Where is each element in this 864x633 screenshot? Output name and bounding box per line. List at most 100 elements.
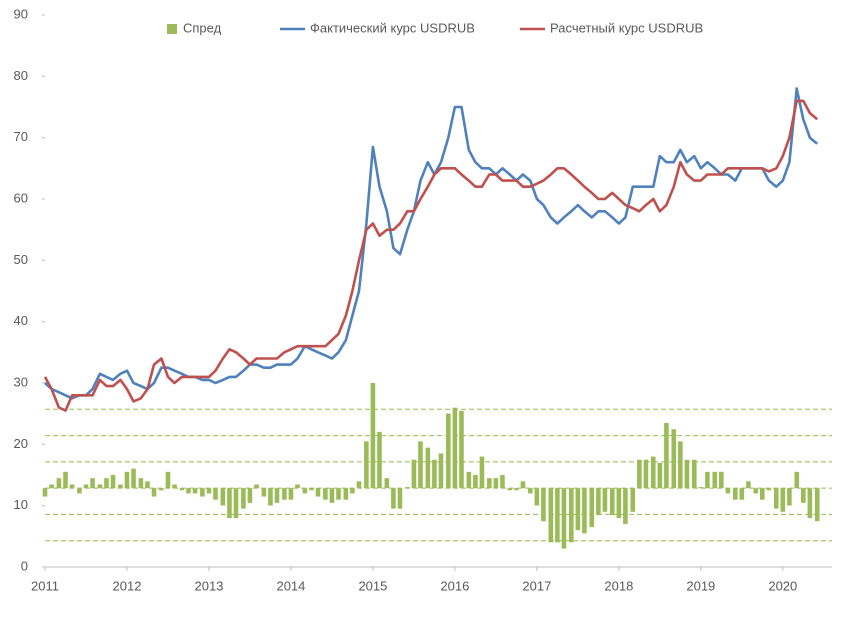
bar [807, 488, 813, 519]
bar [719, 471, 724, 489]
bar [739, 488, 745, 500]
bar [671, 429, 677, 489]
bar [507, 488, 513, 491]
y-tick-label: 30 [14, 374, 28, 389]
bar [309, 488, 314, 491]
bar [425, 447, 431, 489]
legend-label: Расчетный курс USDRUB [550, 20, 703, 35]
bar [732, 488, 738, 500]
bar [725, 488, 731, 494]
bar [582, 488, 587, 534]
bar [664, 422, 669, 489]
bar [213, 488, 218, 500]
bar [438, 453, 444, 489]
bar [575, 488, 581, 531]
legend-label: Фактический курс USDRUB [310, 20, 475, 35]
bar [56, 478, 62, 489]
x-tick-label: 2012 [113, 578, 142, 593]
bar [801, 488, 806, 503]
x-tick-label: 2019 [686, 578, 715, 593]
bar [370, 383, 376, 489]
bar [159, 488, 164, 491]
bar [131, 468, 136, 489]
bar [42, 488, 48, 497]
bar [268, 488, 273, 506]
bar [616, 488, 622, 519]
bar [138, 478, 144, 489]
bar [705, 471, 710, 489]
y-tick-label: 70 [14, 129, 28, 144]
bar [541, 488, 546, 522]
bar [596, 488, 601, 515]
bar [637, 459, 642, 489]
bar [110, 475, 116, 489]
bar [397, 488, 403, 509]
bar [548, 488, 554, 543]
bar [97, 484, 103, 489]
x-tick-label: 2018 [604, 578, 633, 593]
bar [684, 459, 690, 489]
bar [151, 488, 157, 497]
bar [247, 488, 253, 503]
y-tick-label: 90 [14, 6, 28, 21]
y-tick-label: 60 [14, 190, 28, 205]
bar [323, 488, 328, 500]
bar [405, 487, 410, 489]
bar [589, 488, 595, 528]
bar [356, 481, 362, 489]
y-tick-label: 20 [14, 436, 28, 451]
y-tick-label: 0 [21, 558, 28, 573]
y-tick-label: 40 [14, 313, 28, 328]
bar [630, 488, 636, 512]
bar [274, 488, 280, 503]
bar [186, 488, 191, 494]
bar [165, 471, 171, 489]
bar [814, 488, 820, 522]
y-tick-label: 50 [14, 252, 28, 267]
legend-swatch [167, 24, 177, 34]
bar [609, 488, 615, 515]
bar [569, 488, 574, 543]
bar [555, 488, 560, 543]
bar [192, 488, 198, 494]
bar [487, 478, 492, 489]
x-tick-label: 2020 [768, 578, 797, 593]
bar [220, 488, 226, 506]
legend-label: Спред [183, 20, 222, 35]
y-tick-label: 80 [14, 68, 28, 83]
bar [104, 478, 109, 489]
line [44, 87, 819, 400]
bar [254, 484, 259, 489]
bar [83, 484, 89, 489]
bar [302, 488, 308, 494]
bar [295, 484, 300, 489]
bar [643, 459, 649, 489]
bar [200, 488, 205, 497]
y-tick-label: 10 [14, 497, 28, 512]
bar [493, 478, 499, 489]
x-tick-label: 2017 [522, 578, 551, 593]
bar [650, 456, 656, 489]
bar [124, 471, 130, 489]
bar [657, 462, 663, 489]
bar [206, 488, 212, 494]
x-tick-label: 2015 [358, 578, 387, 593]
bar [794, 471, 800, 489]
bar [63, 471, 68, 489]
bar [459, 410, 464, 489]
bar [69, 484, 75, 489]
bar [391, 488, 396, 509]
bar [329, 488, 335, 503]
bar [411, 459, 417, 489]
bar [364, 441, 369, 489]
bar [479, 456, 485, 489]
line [43, 99, 819, 412]
bar [179, 488, 185, 491]
bar [282, 488, 287, 500]
bar [520, 481, 526, 489]
bar [602, 488, 608, 512]
bar [691, 459, 697, 489]
bar [787, 488, 792, 506]
bar [315, 488, 321, 497]
